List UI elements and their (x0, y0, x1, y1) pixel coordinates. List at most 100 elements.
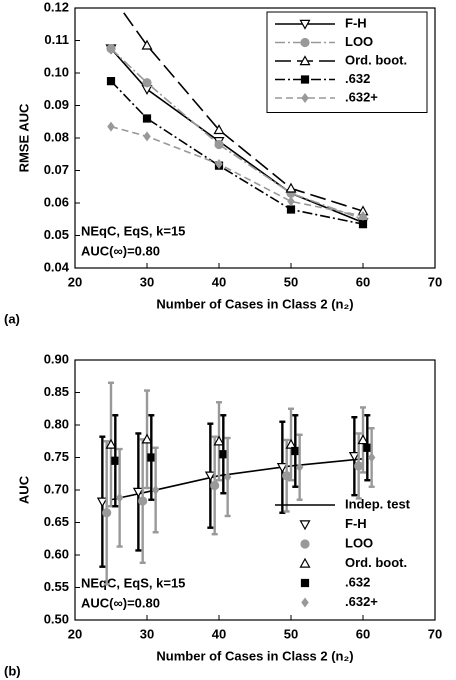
y-tick-label: 0.05 (44, 227, 69, 242)
marker (300, 539, 310, 549)
marker (348, 452, 360, 462)
marker (142, 78, 152, 88)
legend-label: F-H (345, 15, 367, 30)
marker (219, 450, 228, 459)
y-tick-label: 0.80 (44, 416, 69, 431)
marker (363, 443, 372, 452)
legend-label: .632 (345, 574, 370, 589)
marker (223, 472, 232, 482)
marker (300, 578, 310, 588)
y-tick-label: 0.60 (44, 546, 69, 561)
plot-frame (74, 7, 436, 269)
marker (301, 597, 309, 608)
marker (102, 508, 112, 518)
x-axis-label: Number of Cases in Class 2 (n₂) (156, 296, 353, 311)
legend-label: .632 (345, 71, 370, 86)
marker (282, 471, 292, 481)
marker (143, 131, 151, 142)
y-tick-label: 0.75 (44, 449, 69, 464)
marker (299, 55, 311, 66)
marker (291, 446, 300, 456)
y-tick-label: 0.90 (44, 351, 69, 366)
y-tick-label: 0.08 (44, 129, 69, 144)
marker (357, 434, 369, 445)
marker (214, 139, 224, 150)
panel-label: (a) (4, 311, 20, 326)
panel-label: (b) (4, 663, 21, 678)
marker (295, 462, 304, 473)
y-tick-label: 0.09 (44, 97, 69, 112)
legend-frame (266, 11, 428, 113)
series-line (110, 458, 364, 501)
data-area (105, 8, 369, 229)
legend-label: LOO (345, 535, 373, 550)
legend-label: Ord. boot. (345, 555, 407, 570)
marker (111, 456, 120, 465)
marker (151, 485, 160, 495)
marker (147, 453, 156, 462)
marker (301, 93, 309, 103)
y-tick-label: 0.04 (44, 259, 70, 274)
y-tick-label: 0.55 (44, 579, 69, 594)
series-line (119, 8, 364, 212)
legend: Indep. test F-H LOO Ord. boot. .632 .632+ (275, 496, 411, 609)
x-tick-label: 40 (212, 626, 226, 641)
marker (142, 114, 152, 123)
marker (106, 44, 116, 54)
marker (285, 438, 297, 449)
legend: F-H LOO Ord. boot. .632 .632+ (266, 11, 428, 113)
x-tick-label: 20 (68, 274, 82, 289)
y-tick-label: 0.85 (44, 384, 69, 399)
x-tick-label: 20 (68, 626, 82, 641)
marker (132, 487, 144, 498)
series-line (110, 125, 364, 217)
marker (204, 471, 216, 482)
annotation: NEqC, EqS, k=15 (81, 223, 185, 238)
x-tick-label: 40 (212, 274, 226, 289)
marker (299, 19, 311, 30)
marker (210, 480, 220, 491)
panel: 0.50 0.55 0.60 0.65 0.70 0.75 0.80 0.85 0.90 20 30… (4, 351, 442, 678)
marker (287, 196, 295, 207)
marker (359, 211, 367, 221)
x-tick-label: 60 (356, 274, 370, 289)
x-tick-label: 50 (284, 274, 298, 289)
marker (213, 435, 225, 446)
x-axis-label: Number of Cases in Class 2 (n₂) (156, 648, 353, 663)
y-tick-label: 0.50 (44, 611, 69, 626)
marker (141, 433, 153, 444)
x-tick-label: 30 (140, 274, 154, 289)
marker (138, 496, 148, 506)
legend-label: F-H (345, 516, 367, 531)
marker (358, 220, 368, 229)
x-tick-label: 70 (428, 626, 442, 641)
y-tick-label: 0.12 (44, 0, 69, 14)
marker (96, 497, 108, 508)
marker (300, 37, 310, 48)
plot-frame (74, 359, 436, 621)
marker (215, 159, 223, 169)
y-tick-label: 0.70 (44, 481, 69, 496)
annotation: AUC(∞)=0.80 (81, 243, 160, 258)
marker (367, 452, 376, 463)
marker (299, 520, 311, 531)
marker (299, 557, 311, 568)
marker (213, 124, 225, 135)
x-tick-label: 50 (284, 626, 298, 641)
legend-label: LOO (345, 34, 373, 49)
marker (141, 39, 153, 50)
y-tick-label: 0.65 (44, 514, 69, 529)
panel: 0.04 0.05 0.06 0.07 0.08 0.09 0.10 0.11 0.12 20 30… (4, 0, 442, 326)
marker (276, 463, 288, 473)
legend-label: Indep. test (345, 496, 411, 511)
legend-label: .632+ (345, 89, 378, 104)
y-tick-label: 0.07 (44, 162, 69, 177)
y-axis-label: AUC (16, 475, 31, 504)
marker (354, 461, 364, 471)
y-axis-label: RMSE AUC (16, 103, 31, 172)
annotation: NEqC, EqS, k=15 (81, 575, 185, 590)
marker (107, 121, 115, 132)
legend-label: Ord. boot. (345, 52, 407, 67)
x-tick-label: 70 (428, 274, 442, 289)
